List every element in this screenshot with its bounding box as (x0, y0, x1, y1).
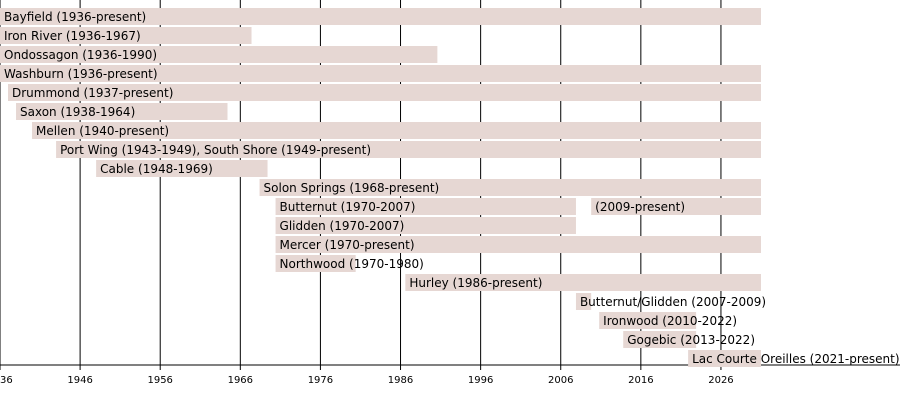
bar (599, 312, 697, 329)
bar-label: Glidden (1970-2007) (280, 219, 405, 233)
bar-label: Port Wing (1943-1949), South Shore (1949… (60, 143, 371, 157)
bar (56, 141, 762, 158)
bar-label: Iron River (1936-1967) (4, 29, 141, 43)
bar (0, 27, 252, 44)
bar-label: Hurley (1986-present) (409, 276, 542, 290)
bar-label: Cable (1948-1969) (100, 162, 213, 176)
bar (275, 198, 576, 215)
x-tick-label: 1986 (388, 375, 413, 386)
x-tick-label: 2006 (548, 375, 573, 386)
x-tick-label: 1996 (468, 375, 493, 386)
bar-label: Ironwood (2010-2022) (603, 314, 737, 328)
bar-label: Ondossagon (1936-1990) (4, 48, 157, 62)
bar-label: Saxon (1938-1964) (20, 105, 135, 119)
bar (623, 331, 697, 348)
bar-label: Mellen (1940-present) (36, 124, 169, 138)
bar (275, 236, 761, 253)
x-tick-label: 2016 (628, 375, 653, 386)
x-tick-label: 2026 (708, 375, 733, 386)
bar (8, 84, 762, 101)
bar-label: Mercer (1970-present) (280, 238, 415, 252)
bar (0, 8, 761, 25)
bar (0, 46, 438, 63)
bar (275, 255, 356, 272)
bar (575, 293, 592, 310)
bar (275, 217, 576, 234)
bar (688, 350, 761, 367)
x-tick-label: 1936 (0, 375, 13, 386)
x-tick-label: 1966 (228, 375, 253, 386)
bar (591, 198, 761, 215)
bar (405, 274, 761, 291)
bar-label: Northwood (1970-1980) (280, 257, 424, 271)
bar (16, 103, 228, 120)
x-tick-label: 1956 (147, 375, 172, 386)
bar (32, 122, 761, 139)
bar-label: Washburn (1936-present) (4, 67, 158, 81)
bar-label: Butternut (1970-2007) (280, 200, 416, 214)
bar-label: Bayfield (1936-present) (4, 10, 146, 24)
bar-label: Drummond (1937-present) (12, 86, 173, 100)
bar-label: Butternut/Glidden (2007-2009) (580, 295, 766, 309)
bar-label: (2009-present) (595, 200, 685, 214)
bar-label: Solon Springs (1968-present) (264, 181, 440, 195)
bar (0, 65, 761, 82)
bar (259, 179, 761, 196)
bar (96, 160, 268, 177)
bar-label: Gogebic (2013-2022) (627, 333, 755, 347)
bar-label: Lac Courte Oreilles (2021-present) (692, 352, 899, 366)
x-tick-label: 1976 (308, 375, 333, 386)
x-tick-label: 1946 (67, 375, 92, 386)
